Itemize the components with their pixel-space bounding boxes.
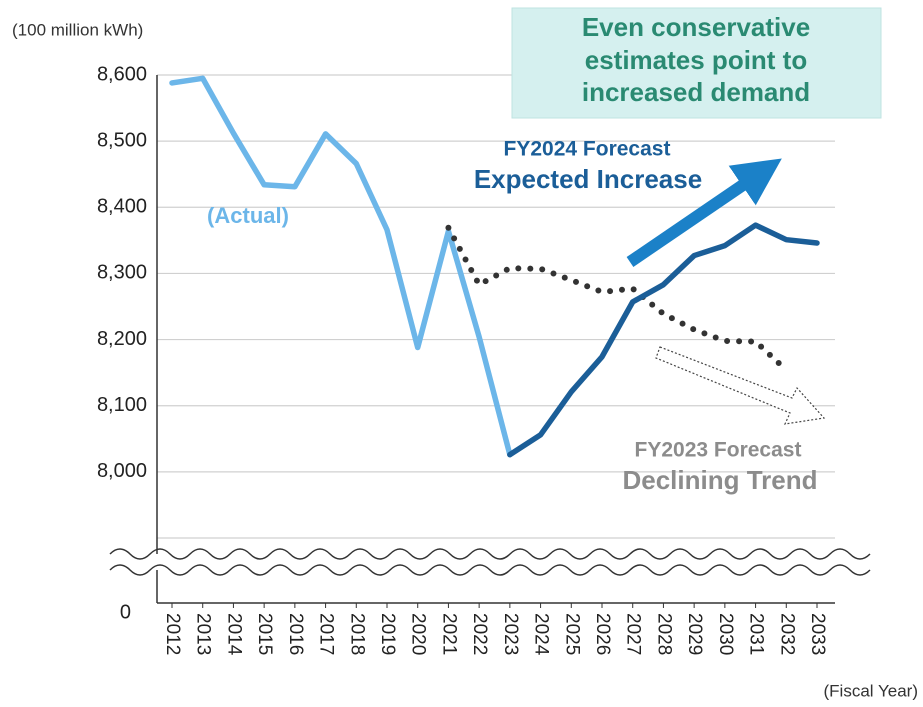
x-tick-label: 2031 — [746, 613, 767, 655]
x-tick-label: 2012 — [162, 613, 183, 655]
x-tick-label: 2028 — [653, 613, 674, 655]
x-tick-label: 2027 — [623, 613, 644, 655]
annotation: Expected Increase — [474, 164, 702, 194]
annotation: FY2024 Forecast — [504, 138, 671, 161]
x-tick-label: 2017 — [316, 613, 337, 655]
series-line — [507, 222, 820, 458]
legend-label: (Actual) — [207, 203, 289, 228]
increase-arrow — [626, 158, 782, 267]
x-tick-label: 2022 — [469, 613, 490, 655]
callout-text: estimates point to — [585, 45, 807, 75]
x-tick-label: 2023 — [500, 613, 521, 655]
y-axis-label: (100 million kWh) — [12, 20, 143, 39]
y-tick-label: 8,200 — [97, 328, 147, 350]
x-tick-label: 2029 — [684, 613, 705, 655]
x-tick-label: 2032 — [776, 613, 797, 655]
x-tick-label: 2013 — [193, 613, 214, 655]
axis-break — [109, 548, 871, 560]
callout-box — [511, 7, 882, 119]
x-tick-label: 2014 — [223, 613, 244, 656]
callout-text: Even conservative — [582, 12, 810, 42]
annotation: FY2023 Forecast — [635, 439, 802, 462]
x-tick-label: 2030 — [715, 613, 736, 655]
axis-break — [110, 554, 855, 570]
annotation: Declining Trend — [622, 465, 817, 495]
x-tick-label: 2024 — [531, 613, 552, 656]
x-tick-label: 2033 — [807, 613, 828, 655]
x-tick-label: 2026 — [592, 613, 613, 655]
y-tick-label: 8,300 — [97, 262, 147, 284]
series-line — [445, 224, 790, 373]
axis-break — [109, 564, 871, 576]
x-tick-label: 2021 — [438, 613, 459, 655]
x-tick-label: 2025 — [561, 613, 582, 655]
y-tick-label: 8,000 — [97, 460, 147, 482]
x-tick-label: 2016 — [285, 613, 306, 655]
callout-text: increased demand — [582, 77, 810, 107]
x-axis-label: (Fiscal Year) — [824, 681, 918, 700]
y-tick-label: 0 — [120, 601, 131, 623]
y-tick-label: 8,400 — [97, 196, 147, 218]
series-line — [169, 75, 513, 458]
x-tick-label: 2015 — [254, 613, 275, 655]
y-tick-label: 8,500 — [97, 129, 147, 151]
decline-arrow — [655, 346, 826, 425]
y-tick-label: 8,100 — [97, 394, 147, 416]
x-tick-label: 2019 — [377, 613, 398, 655]
x-tick-label: 2018 — [346, 613, 367, 655]
x-tick-label: 2020 — [408, 613, 429, 655]
y-tick-label: 8,600 — [97, 63, 147, 85]
